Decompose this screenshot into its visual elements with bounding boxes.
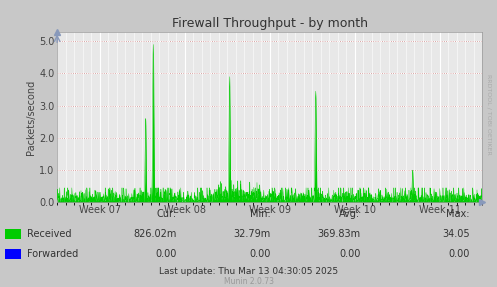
Text: Last update: Thu Mar 13 04:30:05 2025: Last update: Thu Mar 13 04:30:05 2025 — [159, 267, 338, 276]
Text: Received: Received — [27, 229, 72, 239]
Text: 0.00: 0.00 — [448, 249, 470, 259]
Text: Munin 2.0.73: Munin 2.0.73 — [224, 277, 273, 286]
Text: Avg:: Avg: — [339, 209, 360, 219]
Text: RRDTOOL / TOBI OETIKER: RRDTOOL / TOBI OETIKER — [486, 74, 491, 155]
Text: 32.79m: 32.79m — [234, 229, 271, 239]
Text: 826.02m: 826.02m — [133, 229, 176, 239]
Text: Cur:: Cur: — [157, 209, 176, 219]
Text: Min:: Min: — [250, 209, 271, 219]
Y-axis label: Packets/second: Packets/second — [26, 79, 36, 155]
Text: Max:: Max: — [446, 209, 470, 219]
Text: 0.00: 0.00 — [155, 249, 176, 259]
Text: 369.83m: 369.83m — [317, 229, 360, 239]
Text: 34.05: 34.05 — [442, 229, 470, 239]
Text: Forwarded: Forwarded — [27, 249, 79, 259]
Title: Firewall Throughput - by month: Firewall Throughput - by month — [171, 18, 368, 30]
Text: 0.00: 0.00 — [339, 249, 360, 259]
Text: 0.00: 0.00 — [249, 249, 271, 259]
